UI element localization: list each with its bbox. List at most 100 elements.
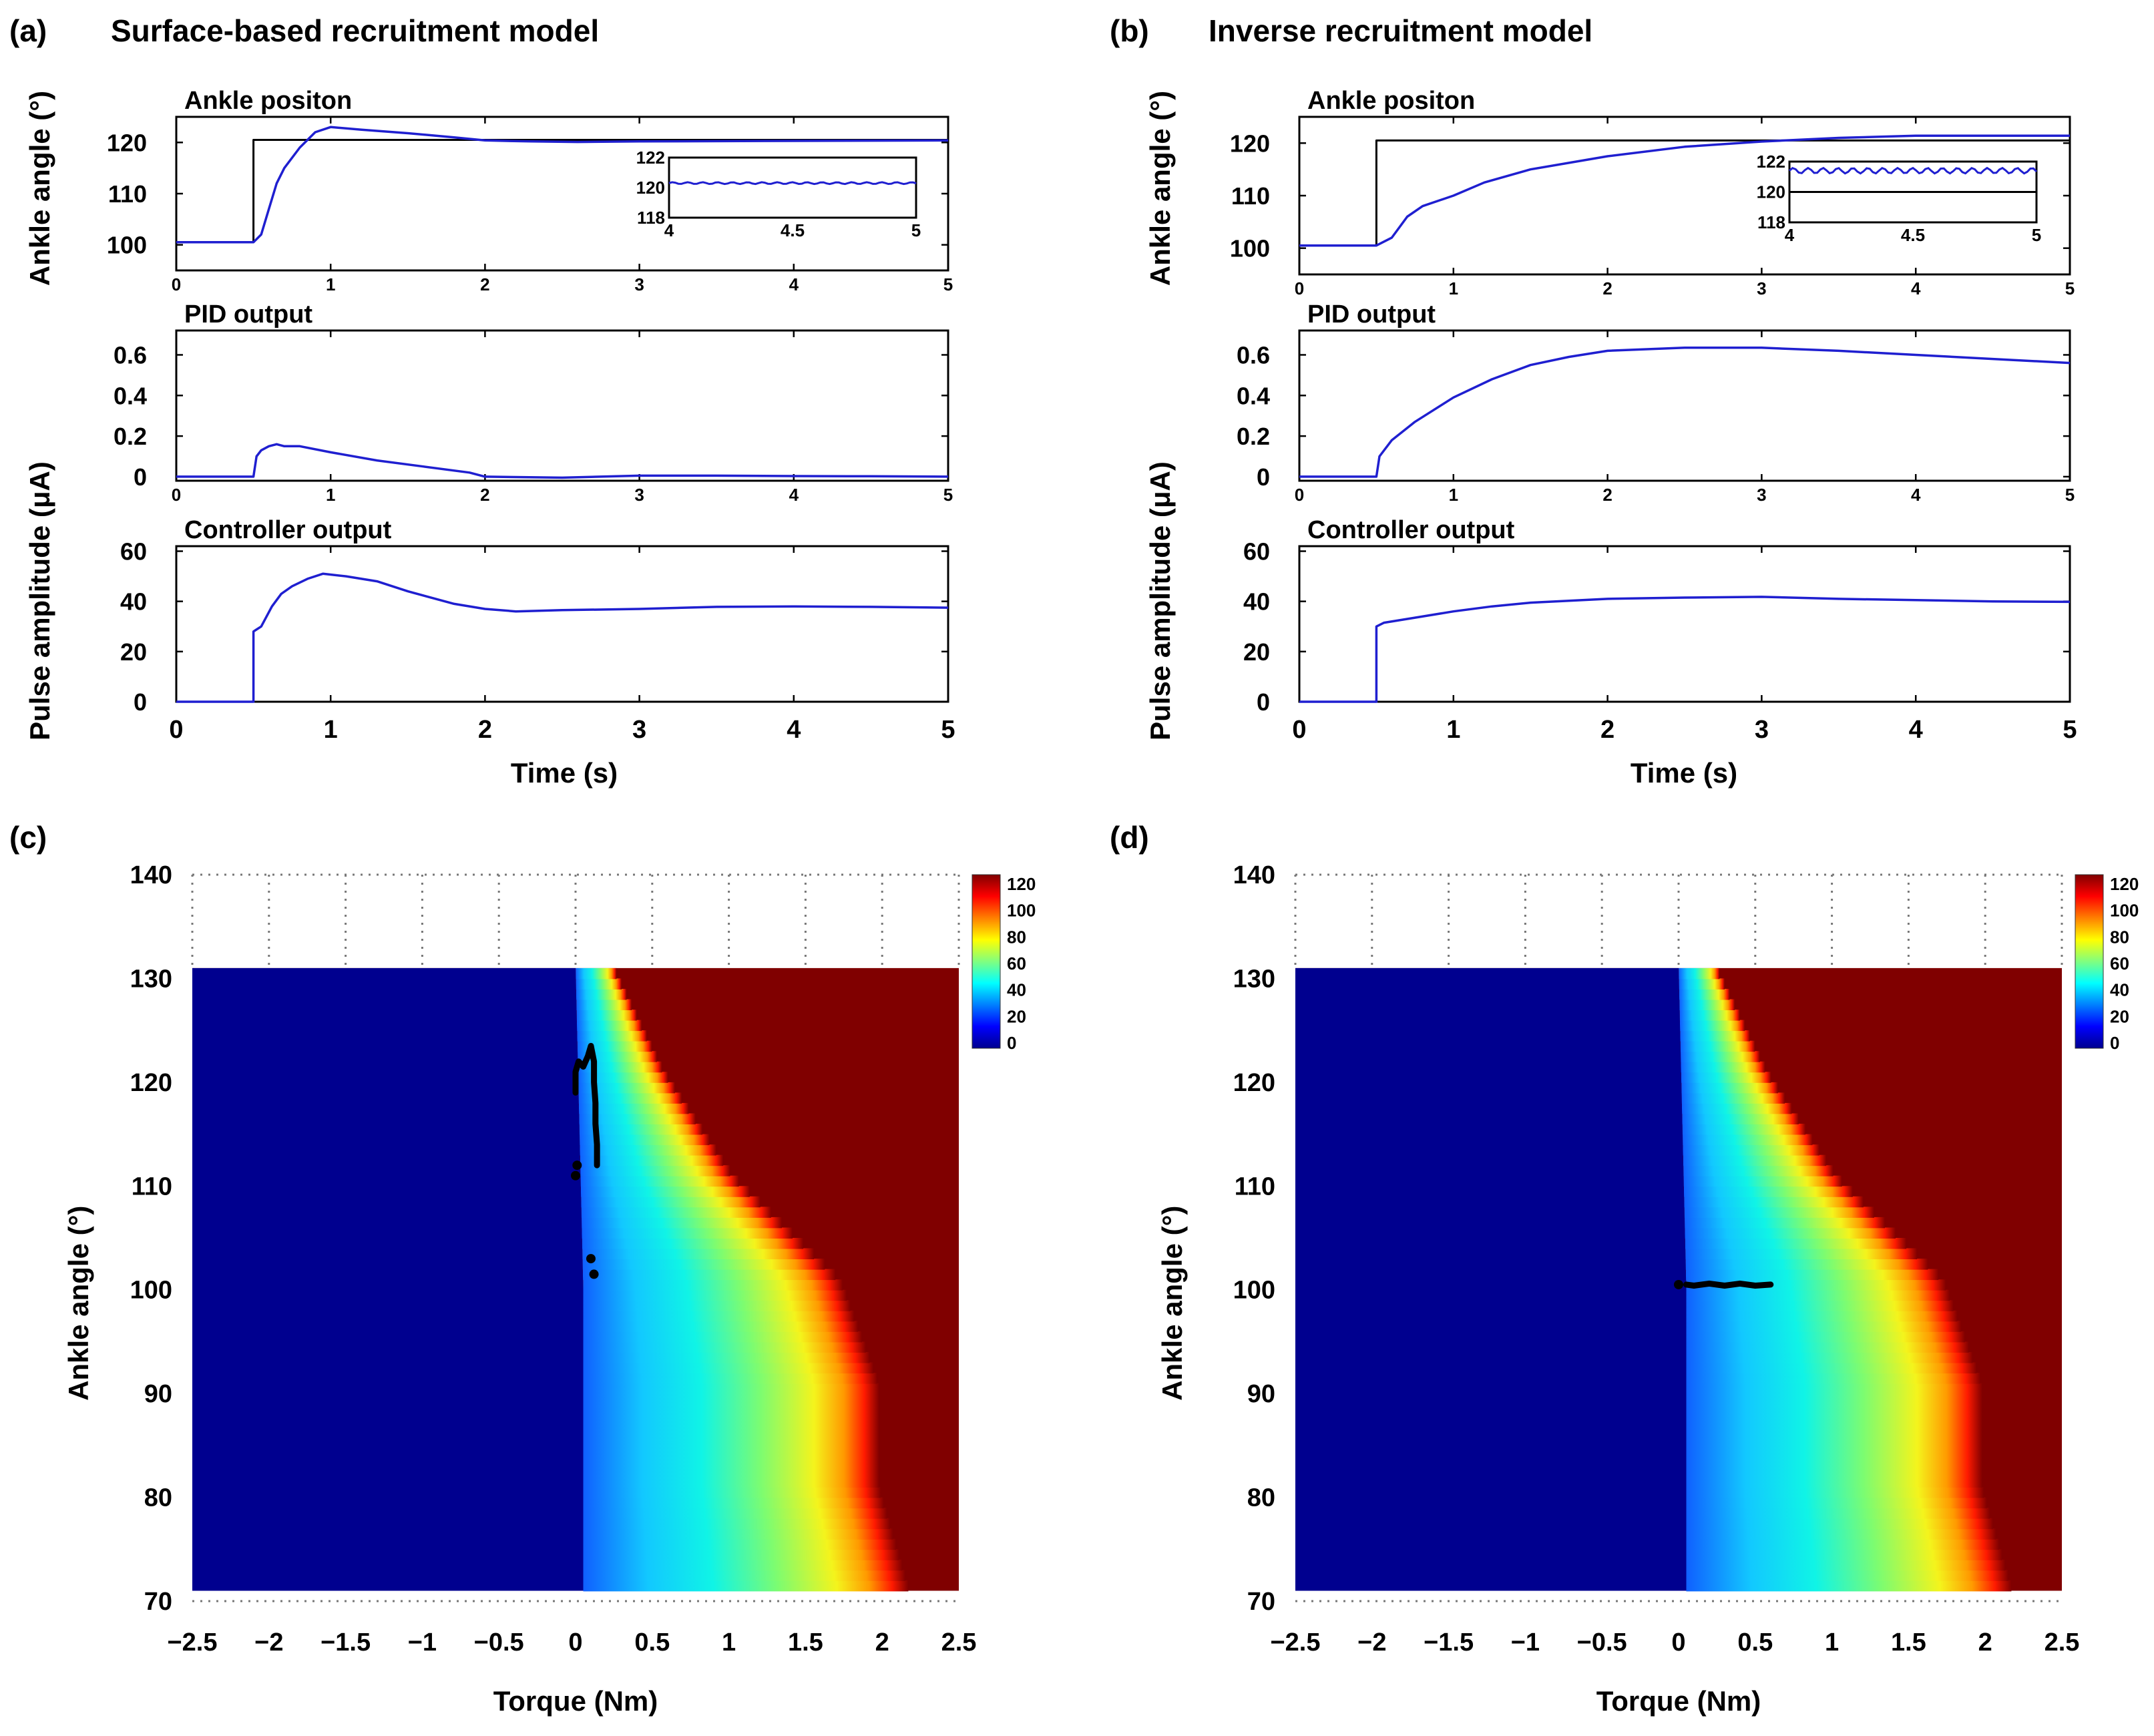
panel-b-title: Inverse recruitment model: [1209, 13, 1592, 48]
y-tick-label: 0.2: [1237, 423, 1270, 450]
y-tick-label: 0.6: [114, 341, 147, 369]
trajectory-point: [586, 1254, 596, 1264]
heatmap-transition-row: [1686, 1445, 1982, 1457]
x-tick-label: 0: [1292, 716, 1306, 744]
inset-y-tick-label: 120: [1757, 182, 1785, 202]
plot-frame: [1298, 329, 2071, 482]
x-tick-label: 1: [1446, 716, 1460, 744]
heatmap-transition-row: [1686, 1528, 1996, 1540]
y-tick-label: 100: [107, 232, 147, 259]
heatmap-transition-row: [583, 1487, 881, 1498]
trajectory-trace: [572, 1043, 600, 1168]
y-tick-label: 70: [144, 1588, 172, 1616]
inset-x-tick-label: 4.5: [1901, 225, 1925, 245]
x-tick-label: 3: [634, 274, 644, 294]
inset-trace: [1789, 166, 2038, 175]
plot-frame: [175, 329, 949, 482]
heatmap-transition-row: [583, 1403, 879, 1416]
heatmap-transition-row: [583, 1362, 874, 1373]
panel-d-letter: (d): [1110, 820, 1149, 855]
chart-title: Controller output: [184, 516, 392, 544]
colorbar-tick-label: 80: [2110, 927, 2129, 947]
heatmap-transition-row: [583, 1538, 896, 1550]
heatmap-transition-row: [1683, 1144, 1819, 1156]
heatmap-transition-row: [583, 1497, 884, 1509]
x-tick-label: 2: [478, 716, 492, 744]
heatmap-transition-row: [583, 1456, 879, 1467]
heatmap-transition-row: [1686, 1466, 1982, 1478]
heatmap-transition-row: [1685, 1217, 1885, 1229]
y-tick-label: 100: [130, 1277, 172, 1305]
x-tick-label: 3: [634, 485, 644, 505]
colorbar-tick-label: 0: [1007, 1033, 1016, 1053]
y-tick-label: 120: [1233, 1069, 1275, 1097]
y-tick-label: 110: [1231, 182, 1270, 210]
x-tick-label: 4: [789, 274, 799, 294]
heatmap-transition-row: [1686, 1362, 1977, 1373]
heatmap-zero-region: [192, 967, 584, 1591]
y-tick-label: 120: [1230, 130, 1270, 157]
heatmap-transition-row: [578, 1061, 662, 1073]
colorbar-tick-label: 20: [1007, 1006, 1026, 1026]
chart-title: PID output: [1307, 300, 1436, 329]
colorbar-tick-label: 20: [2110, 1006, 2129, 1026]
x-tick-label: 1: [1449, 278, 1458, 298]
chart-title: PID output: [184, 300, 312, 329]
colorbar-tick-label: 60: [1007, 953, 1026, 973]
colorbar: [972, 874, 1001, 1049]
heatmap-transition-row: [579, 1113, 696, 1124]
heatmap-transition-row: [580, 1165, 730, 1176]
y-tick-label: 130: [130, 965, 172, 993]
x-axis-label: Torque (Nm): [1596, 1685, 1761, 1717]
heatmap-transition-row: [1679, 967, 1720, 980]
x-tick-label: 4: [787, 716, 801, 744]
heatmap-transition-row: [1686, 1570, 2008, 1581]
trajectory-point: [589, 1269, 599, 1279]
heatmap-transition-row: [581, 1196, 761, 1208]
y-tick-label: 0: [134, 463, 147, 491]
x-tick-label: 3: [632, 716, 646, 744]
y-tick-label: 120: [107, 129, 147, 156]
chart-b-pid: PID output 0 1 2 3 4 5 0 0.2 0.4 0.6: [1237, 300, 2075, 505]
heatmap-transition-row: [1686, 1403, 1982, 1416]
ylabel-a-controller: Pulse amplitude (μA): [24, 461, 55, 740]
heatmap-transition-row: [583, 1300, 851, 1311]
x-tick-label: 2: [875, 1629, 889, 1657]
colorbar-tick-label: 120: [1007, 874, 1036, 894]
chart-a-pid: PID output 0 1 2 3 4 5 0 0.2 0.4 0.6: [114, 300, 953, 505]
heatmap-transition-row: [578, 1082, 675, 1094]
heatmap-transition-row: [583, 1352, 870, 1363]
x-tick-label: 0: [568, 1629, 582, 1657]
heatmap-transition-row: [1684, 1207, 1874, 1218]
x-tick-label: 1: [1825, 1629, 1839, 1657]
x-tick-label: −2: [254, 1629, 283, 1657]
heatmap-transition-row: [1683, 1154, 1827, 1166]
heatmap-transition-row: [1686, 1508, 1990, 1519]
y-tick-label: 110: [132, 1172, 172, 1201]
y-tick-label: 60: [120, 538, 147, 566]
heatmap-transition-row: [1686, 1456, 1982, 1467]
y-tick-label: 110: [1235, 1172, 1275, 1201]
heatmap-transition-row: [580, 1154, 724, 1166]
heatmap-transition-row: [583, 1373, 877, 1384]
chart-title: Ankle positon: [184, 87, 352, 115]
y-tick-label: 120: [130, 1069, 172, 1097]
x-axis-label: Torque (Nm): [493, 1685, 658, 1717]
heatmap-transition-row: [582, 1248, 815, 1259]
y-axis-label: Ankle angle (°): [1156, 1206, 1188, 1401]
heatmap-transition-row: [579, 1102, 689, 1114]
x-tick-label: 0.5: [1737, 1629, 1773, 1657]
x-tick-label: 1: [326, 485, 335, 505]
heatmap-transition-row: [582, 1238, 804, 1249]
x-tick-label: 0: [172, 274, 181, 294]
heatmap-transition-row: [1679, 989, 1730, 1000]
x-tick-label: −0.5: [474, 1629, 524, 1657]
x-tick-label: −1.5: [320, 1629, 371, 1657]
heatmap-transition-row: [1685, 1238, 1907, 1249]
x-tick-label: 1.5: [788, 1629, 823, 1657]
x-tick-label: 5: [941, 716, 955, 744]
inset-y-tick-label: 118: [1757, 212, 1785, 232]
inset-x-tick-label: 4: [664, 220, 674, 240]
colorbar-tick-label: 40: [2110, 980, 2129, 1000]
